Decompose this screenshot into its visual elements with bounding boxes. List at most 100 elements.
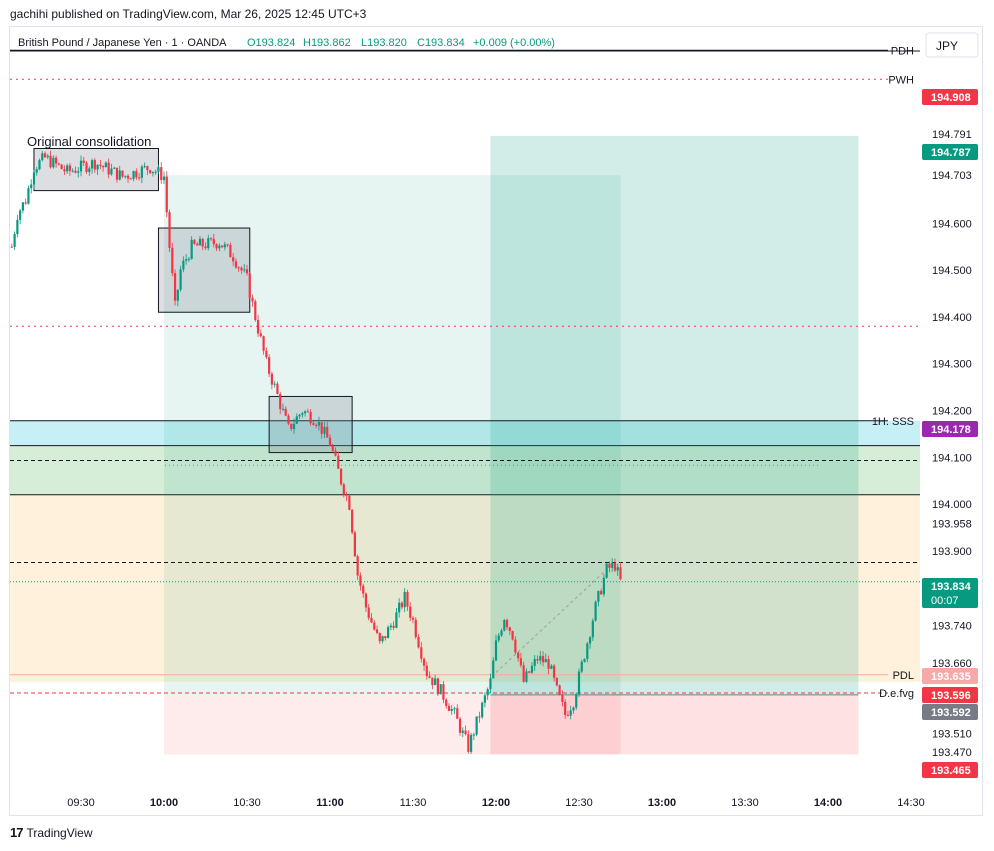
time-tick-label: 11:30: [400, 797, 427, 809]
candle-body: [339, 468, 343, 485]
candle-body: [323, 426, 326, 434]
candle-body: [406, 591, 409, 607]
candle-body: [334, 450, 337, 456]
price-labels: 194.908 194.787 194.178 193.834 00:07 193.635…: [922, 89, 978, 778]
candle-body: [268, 357, 271, 374]
candle-body: [46, 155, 49, 158]
candle-body: [49, 155, 52, 168]
time-tick-label: 12:30: [565, 797, 593, 809]
time-tick-label: 14:30: [897, 797, 925, 809]
candle-body: [572, 707, 575, 711]
candle-body: [215, 244, 218, 249]
candle-body: [107, 162, 110, 175]
candle-body: [135, 171, 138, 178]
candle-body: [306, 411, 309, 413]
candle-body: [79, 160, 83, 172]
tradingview-logo-icon: 17: [10, 825, 24, 840]
candle-body: [561, 694, 564, 702]
candle-body: [207, 238, 210, 249]
chart-frame: [9, 26, 983, 816]
tradingview-brand[interactable]: 17 TradingView: [10, 825, 93, 840]
candle-body: [234, 261, 238, 268]
orange-zone: [10, 494, 920, 682]
candle-body: [237, 267, 240, 269]
candle-body: [577, 671, 581, 695]
candle-body: [88, 168, 91, 173]
time-axis[interactable]: 09:30 10:00 10:30 11:00 11:30 12:00 12:30 13:00…: [67, 797, 925, 809]
candle-body: [16, 219, 19, 234]
candle-body: [273, 383, 276, 385]
candle-body: [494, 640, 498, 661]
candle-body: [619, 567, 622, 580]
price-label-text: 194.178: [931, 424, 971, 436]
candle-body: [588, 637, 592, 644]
candle-body: [176, 289, 179, 301]
price-axis[interactable]: 194.791 194.703 194.600 194.500 194.400 194.3…: [932, 129, 972, 759]
candle-body: [475, 716, 478, 735]
price-label-text: 193.635: [931, 671, 971, 683]
candle-body: [19, 210, 22, 220]
time-tick-label: 10:00: [150, 797, 178, 809]
price-tick-label: 194.200: [932, 405, 972, 417]
candle-body: [259, 333, 262, 337]
candle-body: [434, 678, 437, 686]
price-tick-label: 194.300: [932, 359, 972, 371]
time-tick-label: 13:30: [731, 797, 759, 809]
candle-body: [458, 718, 462, 733]
candle-body: [115, 167, 119, 180]
candle-body: [400, 602, 404, 608]
candle-body: [442, 684, 445, 700]
price-label-text: 193.834: [931, 581, 972, 593]
candle-body: [251, 297, 254, 302]
price-label-text: 194.908: [931, 92, 971, 104]
candle-body: [425, 665, 428, 677]
candle-body: [566, 714, 570, 716]
candle-body: [209, 238, 213, 240]
currency-button[interactable]: JPY: [925, 32, 979, 58]
candle-body: [281, 408, 285, 410]
candle-body: [605, 563, 608, 578]
candle-body: [168, 212, 171, 248]
candle-body: [118, 170, 121, 180]
candle-body: [315, 424, 318, 426]
legend-symbol: British Pound / Japanese Yen · 1 · OANDA: [18, 37, 227, 49]
candle-body: [602, 577, 605, 595]
time-tick-label: 13:00: [648, 797, 676, 809]
candle-body: [544, 659, 547, 663]
legend-low: L193.820: [361, 37, 407, 49]
candle-body: [43, 153, 47, 158]
candle-body: [10, 246, 13, 248]
candle-body: [398, 602, 401, 613]
candle-body: [190, 239, 193, 259]
candle-body: [312, 423, 315, 425]
time-tick-label: 14:00: [814, 797, 842, 809]
candle-body: [198, 238, 202, 246]
candle-body: [522, 665, 525, 682]
price-label-red: [922, 687, 978, 703]
publish-note: gachihi published on TradingView.com, Ma…: [10, 7, 367, 21]
candle-body: [138, 177, 141, 179]
candle-body: [185, 259, 188, 261]
candle-body: [245, 269, 249, 274]
price-tick-label: 193.510: [932, 728, 972, 740]
candle-body: [472, 734, 475, 736]
candle-body: [594, 601, 597, 621]
candle-body: [528, 671, 531, 673]
candle-body: [32, 172, 36, 185]
short-position-target: [164, 175, 621, 695]
price-tick-label: 193.470: [932, 747, 972, 759]
candle-body: [422, 658, 426, 666]
candle-body: [55, 157, 58, 164]
price-tick-label: 194.500: [932, 265, 972, 277]
candle-body: [301, 413, 304, 415]
candle-body: [201, 238, 204, 247]
tradingview-name: TradingView: [26, 825, 93, 840]
candle-body: [35, 169, 38, 173]
candle-body: [591, 620, 594, 638]
candle-body: [600, 590, 603, 595]
candle-body: [218, 245, 221, 249]
candle-body: [381, 636, 384, 642]
candle-body: [464, 730, 467, 735]
candle-body: [221, 245, 224, 248]
